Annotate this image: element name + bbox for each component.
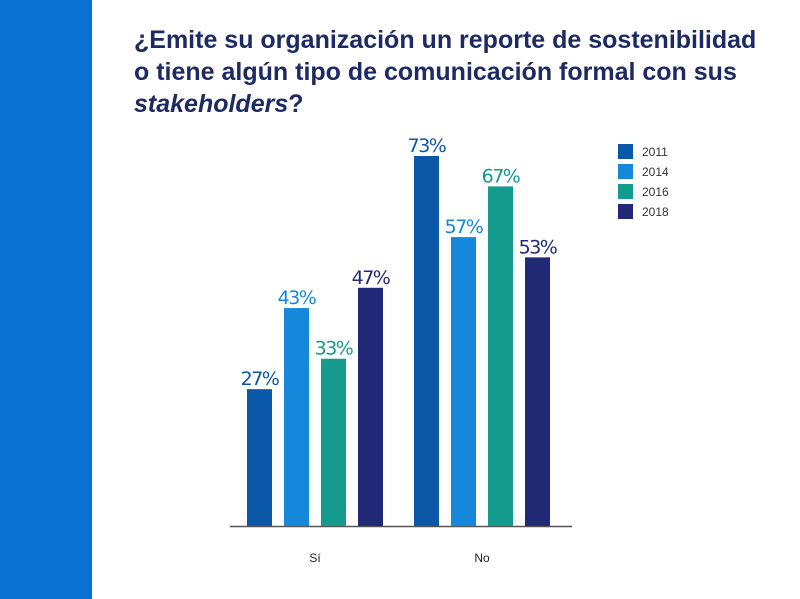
data-label-2016-si: 33% [315, 338, 353, 360]
bar-2011-si [247, 389, 272, 526]
data-label-2011-no: 73% [408, 135, 446, 157]
legend-swatch-2016 [618, 184, 633, 199]
bar-2014-no [451, 237, 476, 526]
legend-label-2018: 2018 [642, 205, 669, 219]
category-label-si: Sí [309, 551, 321, 565]
data-label-2014-no: 57% [445, 216, 483, 238]
bar-2016-si [321, 358, 346, 526]
legend-label-2011: 2011 [642, 145, 668, 159]
legend-swatch-2018 [618, 204, 633, 219]
slide-title: ¿Emite su organización un reporte de sos… [134, 24, 774, 120]
title-text: ¿Emite su organización un reporte de sos… [134, 26, 757, 86]
legend-label-2014: 2014 [642, 165, 669, 179]
data-label-2014-si: 43% [278, 287, 316, 309]
legend-swatch-2014 [618, 164, 633, 179]
data-label-2011-si: 27% [241, 368, 279, 390]
legend-swatch-2011 [618, 144, 633, 159]
bar-2018-no [525, 257, 550, 526]
title-end: ? [288, 90, 304, 118]
bar-2014-si [284, 308, 309, 526]
legend-label-2016: 2016 [642, 185, 669, 199]
data-label-2016-no: 67% [482, 165, 520, 187]
side-accent-bar [0, 0, 92, 599]
bar-2018-si [358, 287, 383, 526]
title-emphasis: stakeholders [134, 90, 289, 118]
data-label-2018-no: 53% [519, 236, 557, 258]
data-label-2018-si: 47% [352, 267, 390, 289]
category-label-no: No [474, 551, 490, 565]
bar-2016-no [488, 186, 513, 527]
bar-2011-no [414, 156, 439, 526]
